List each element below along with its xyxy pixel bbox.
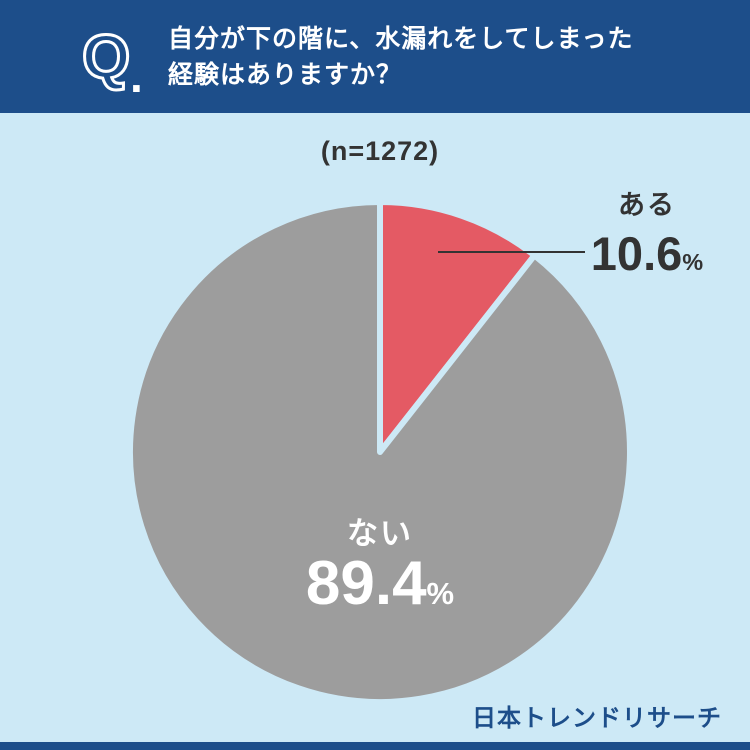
- slice-aru-label: ある: [618, 190, 676, 220]
- callout-aru: ある 10.6%: [572, 183, 722, 281]
- pie-slice-nai: [126, 199, 633, 705]
- slice-nai-label: ない: [347, 516, 413, 551]
- slice-nai-value-number: 89.4: [305, 549, 427, 618]
- slice-aru-percent-sign: %: [682, 249, 704, 275]
- bottom-accent-bar: [0, 742, 750, 750]
- slice-aru-value-number: 10.6: [590, 227, 683, 280]
- pie-slice-aru: [377, 199, 538, 455]
- question-title: 自分が下の階に、水漏れをしてしまった 経験はありますか？: [168, 21, 634, 93]
- callout-line: [438, 251, 585, 253]
- q-letter: Q: [82, 23, 130, 92]
- brand-logo-text: 日本トレンドリサーチ: [472, 705, 722, 732]
- question-mark-icon: Q .: [81, 21, 143, 96]
- question-header: Q . 自分が下の階に、水漏れをしてしまった 経験はありますか？: [0, 0, 750, 113]
- slice-nai-value: 89.4%: [130, 548, 630, 619]
- question-title-line2: 経験はありますか？: [168, 60, 403, 89]
- pie-chart: [126, 199, 633, 705]
- slice-nai-percent-sign: %: [426, 576, 455, 611]
- slice-aru-value: 10.6%: [572, 226, 722, 281]
- sample-size-label: (n=1272): [320, 136, 440, 166]
- q-period: .: [130, 50, 143, 96]
- question-title-line1: 自分が下の階に、水漏れをしてしまった: [168, 24, 634, 53]
